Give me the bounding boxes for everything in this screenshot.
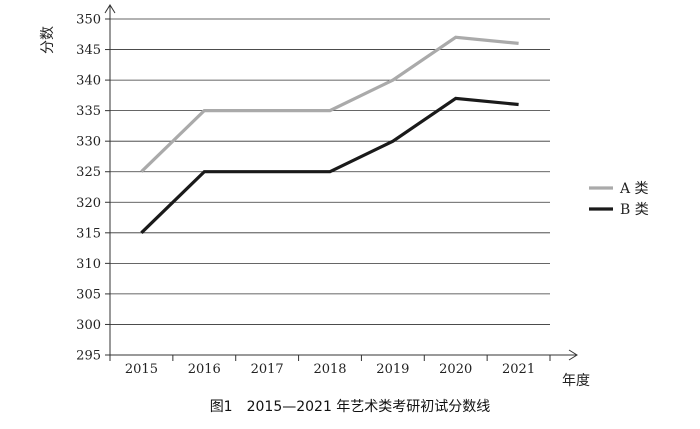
- x-tick-label: 2019: [376, 362, 409, 377]
- x-axis-arrow: [568, 349, 578, 361]
- y-tick-label: 350: [76, 13, 101, 28]
- x-tick-label: 2021: [502, 362, 535, 377]
- legend-label: B 类: [620, 202, 649, 218]
- y-tick-label: 295: [76, 349, 101, 364]
- y-tick-label: 340: [76, 74, 101, 89]
- series-lines: [140, 35, 519, 234]
- x-tick-label: 2016: [188, 362, 221, 377]
- x-axis: 2015 2016 2017 2018 2019 2020 2021: [109, 349, 578, 377]
- y-tick-label: 330: [76, 135, 101, 150]
- y-tick-label: 305: [76, 287, 101, 302]
- x-tick-label: 2017: [251, 362, 284, 377]
- y-tick-label: 300: [76, 318, 101, 333]
- y-tick-label: 310: [76, 257, 101, 272]
- y-axis-arrow: [104, 4, 116, 14]
- y-tick-label: 325: [76, 165, 101, 180]
- y-axis: 295 300 305 310 315 320 325 330 335 340 345 350: [76, 4, 116, 364]
- y-axis-title: 分数: [40, 26, 56, 54]
- series-line-a: [140, 35, 519, 173]
- y-tick-label: 315: [76, 226, 101, 241]
- figure-caption: 图1 2015—2021 年艺术类考研初试分数线: [210, 398, 491, 415]
- x-tick-label: 2020: [439, 362, 472, 377]
- y-tick-label: 320: [76, 196, 101, 211]
- x-axis-title: 年度: [562, 373, 590, 389]
- x-tick-label: 2018: [313, 362, 346, 377]
- y-tick-label: 335: [76, 104, 101, 119]
- legend-label: A 类: [619, 181, 649, 197]
- legend: A 类 B 类: [589, 181, 649, 218]
- series-line-b: [140, 96, 519, 234]
- x-tick-label: 2015: [125, 362, 158, 377]
- y-tick-label: 345: [76, 43, 101, 58]
